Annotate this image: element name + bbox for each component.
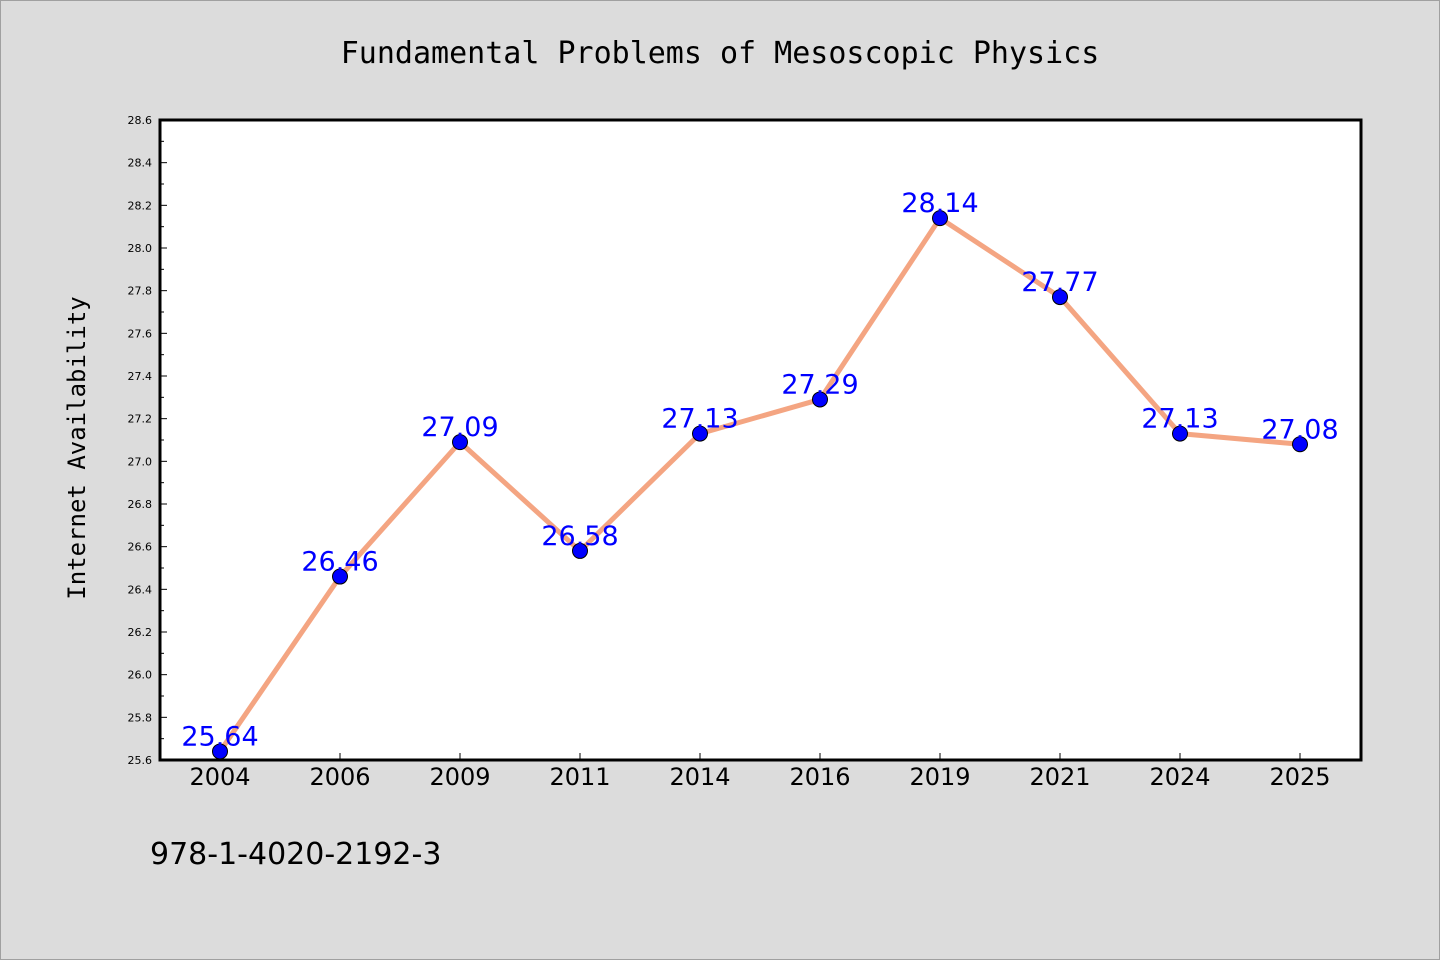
x-tick-label: 2019 (909, 763, 970, 791)
data-point (1292, 436, 1308, 453)
series-line (217, 215, 1303, 754)
y-axis-label: Internet Availability (63, 296, 91, 599)
chart-title: Fundamental Problems of Mesoscopic Physi… (341, 36, 1100, 71)
y-tick-label: 28.6 (128, 114, 153, 127)
data-label: 27.13 (661, 404, 738, 435)
y-tick-label: 26.6 (128, 541, 153, 554)
data-point (332, 568, 348, 585)
data-label: 26.46 (301, 547, 378, 578)
data-label: 27.77 (1021, 267, 1098, 298)
y-tick-label: 27.8 (128, 285, 153, 298)
x-tick-label: 2011 (549, 763, 610, 791)
data-point (692, 425, 708, 442)
data-label: 27.13 (1141, 404, 1218, 435)
data-label: 28.14 (901, 188, 978, 219)
x-tick-label: 2004 (189, 763, 250, 791)
y-tick-label: 26.2 (128, 626, 153, 639)
data-point (452, 434, 468, 451)
data-label: 27.09 (421, 412, 498, 443)
footer-isbn: 978-1-4020-2192-3 (150, 837, 441, 872)
data-point (812, 391, 828, 408)
plot-area (160, 120, 1361, 760)
y-tick-label: 28.2 (128, 199, 153, 212)
data-label: 27.29 (781, 369, 858, 400)
y-tick-label: 28.0 (128, 242, 153, 255)
data-points (212, 210, 1308, 760)
data-label: 25.64 (181, 721, 258, 752)
data-label: 26.58 (541, 521, 618, 552)
y-tick-label: 27.4 (128, 370, 153, 383)
y-tick-label: 25.8 (128, 711, 153, 724)
data-point (1052, 289, 1068, 306)
x-tick-label: 2021 (1029, 763, 1090, 791)
y-tick-label: 28.4 (128, 157, 153, 170)
x-tick-label: 2024 (1149, 763, 1210, 791)
x-tick-label: 2006 (309, 763, 370, 791)
y-tick-label: 26.0 (128, 669, 153, 682)
y-tick-label: 27.2 (128, 413, 153, 426)
y-axis: 25.6 25.8 26.0 26.2 26.4 26.6 26.8 27.0 27.2 27.4… (128, 114, 167, 767)
y-tick-label: 25.6 (128, 754, 153, 767)
plot-border (158, 118, 1363, 762)
x-tick-label: 2009 (429, 763, 490, 791)
y-tick-label: 26.4 (128, 583, 153, 596)
series-polyline (217, 215, 1303, 754)
y-tick-label: 26.8 (128, 498, 153, 511)
data-label: 27.08 (1261, 414, 1338, 445)
data-point (572, 542, 588, 559)
x-axis: 2004 2006 2009 2011 2014 2016 2019 2021 2024 2025 (189, 753, 1331, 791)
x-tick-label: 2014 (669, 763, 730, 791)
data-point (1172, 425, 1188, 442)
data-point (932, 210, 948, 227)
y-tick-label: 27.0 (128, 455, 153, 468)
x-tick-label: 2025 (1269, 763, 1330, 791)
data-labels: 25.64 26.46 27.09 26.58 27.13 27.29 28.14 27.77… (181, 188, 1338, 752)
x-tick-label: 2016 (789, 763, 850, 791)
y-tick-label: 27.6 (128, 327, 153, 340)
